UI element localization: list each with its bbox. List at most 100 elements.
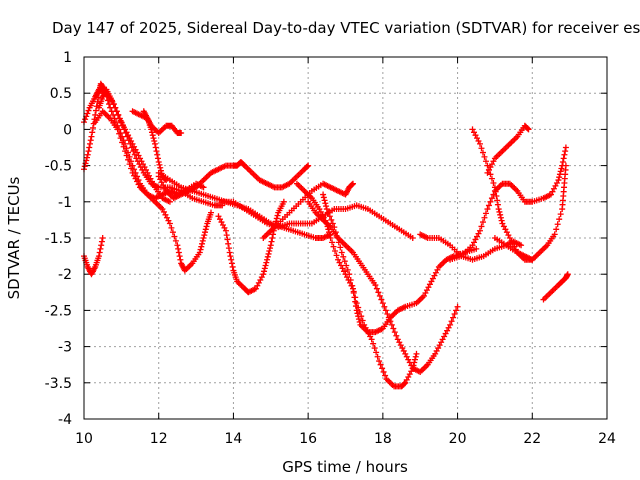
data-point: [384, 311, 391, 318]
data-point: [338, 249, 345, 256]
data-point: [373, 349, 380, 356]
grid-lines: [84, 57, 607, 419]
data-point: [557, 211, 564, 218]
data-point: [225, 245, 232, 252]
data-point: [154, 151, 161, 158]
data-point: [110, 101, 117, 108]
data-point: [453, 307, 460, 314]
data-point: [377, 361, 384, 368]
data-point: [97, 245, 104, 252]
data-point: [401, 380, 408, 387]
data-point: [199, 240, 206, 247]
series-track-12: [260, 180, 356, 241]
data-point: [375, 289, 382, 296]
data-point: [341, 258, 348, 265]
data-point: [495, 206, 502, 213]
y-tick-label: 1: [63, 50, 72, 66]
data-point: [447, 321, 454, 328]
data-point: [198, 243, 205, 250]
data-point: [561, 151, 568, 158]
data-point: [261, 268, 268, 275]
data-point: [150, 135, 157, 142]
data-point: [267, 245, 274, 252]
data-point: [109, 97, 116, 104]
data-point: [373, 285, 380, 292]
data-point: [151, 137, 158, 144]
data-point: [355, 304, 362, 311]
data-point: [203, 223, 210, 230]
data-point: [117, 135, 124, 142]
data-point: [325, 209, 332, 216]
y-tick-label: -2.5: [45, 303, 72, 319]
data-point: [378, 296, 385, 303]
data-point: [267, 242, 274, 249]
data-point: [413, 350, 420, 357]
data-point: [84, 110, 91, 117]
data-point: [525, 126, 532, 133]
x-tick-label: 20: [449, 431, 467, 447]
data-point: [323, 203, 330, 210]
data-point: [387, 318, 394, 325]
series-track-3: [95, 86, 173, 205]
data-point: [376, 292, 383, 299]
data-point: [228, 256, 235, 263]
data-point: [226, 249, 233, 256]
series-track-11: [219, 198, 416, 241]
data-point: [262, 262, 269, 269]
x-tick-label: 12: [150, 431, 168, 447]
data-point: [478, 223, 485, 230]
data-point: [481, 153, 488, 160]
data-point: [379, 300, 386, 307]
data-point: [330, 243, 337, 250]
plot-frame: [83, 56, 608, 420]
data-point: [560, 155, 567, 162]
data-point: [388, 321, 395, 328]
data-point: [175, 245, 182, 252]
data-point: [359, 317, 366, 324]
data-point: [393, 332, 400, 339]
data-point: [200, 235, 207, 241]
data-point: [371, 345, 378, 352]
series-track-13: [293, 180, 480, 336]
data-point: [199, 237, 206, 244]
data-point: [551, 231, 558, 238]
data-point: [487, 198, 494, 205]
data-point: [376, 358, 383, 365]
data-point: [340, 253, 347, 260]
data-point: [84, 151, 91, 158]
data-point: [202, 229, 209, 236]
data-point: [87, 137, 94, 144]
data-point: [337, 244, 344, 251]
data-point: [169, 229, 176, 236]
data-point: [488, 195, 495, 202]
data-point: [228, 260, 235, 267]
data-point: [274, 212, 281, 219]
data-point: [497, 211, 504, 218]
series-track-21: [491, 235, 536, 263]
data-point: [98, 238, 105, 245]
data-point: [273, 215, 280, 222]
data-point: [177, 256, 184, 263]
data-point: [225, 240, 232, 247]
data-point: [82, 160, 89, 167]
data-point: [89, 129, 96, 136]
data-point: [92, 107, 99, 114]
data-point: [473, 245, 480, 252]
data-point: [333, 252, 340, 259]
data-point: [176, 253, 183, 260]
data-point: [556, 174, 563, 181]
y-tick-label: -3: [58, 340, 72, 356]
data-point: [564, 271, 571, 278]
data-point: [390, 325, 397, 332]
data-point: [86, 144, 93, 151]
y-tick-label: 0.5: [50, 86, 72, 102]
data-point: [260, 271, 267, 278]
data-point: [562, 144, 569, 151]
y-tick-labels: 1 0.5 0 -0.5 -1 -1.5 -2 -2.5 -3 -3.5 -4: [45, 50, 72, 428]
data-point: [482, 210, 489, 217]
data-point: [382, 372, 389, 379]
data-point: [411, 356, 418, 363]
series-track-7: [140, 108, 185, 137]
data-point: [329, 220, 336, 227]
data-point: [223, 232, 230, 239]
